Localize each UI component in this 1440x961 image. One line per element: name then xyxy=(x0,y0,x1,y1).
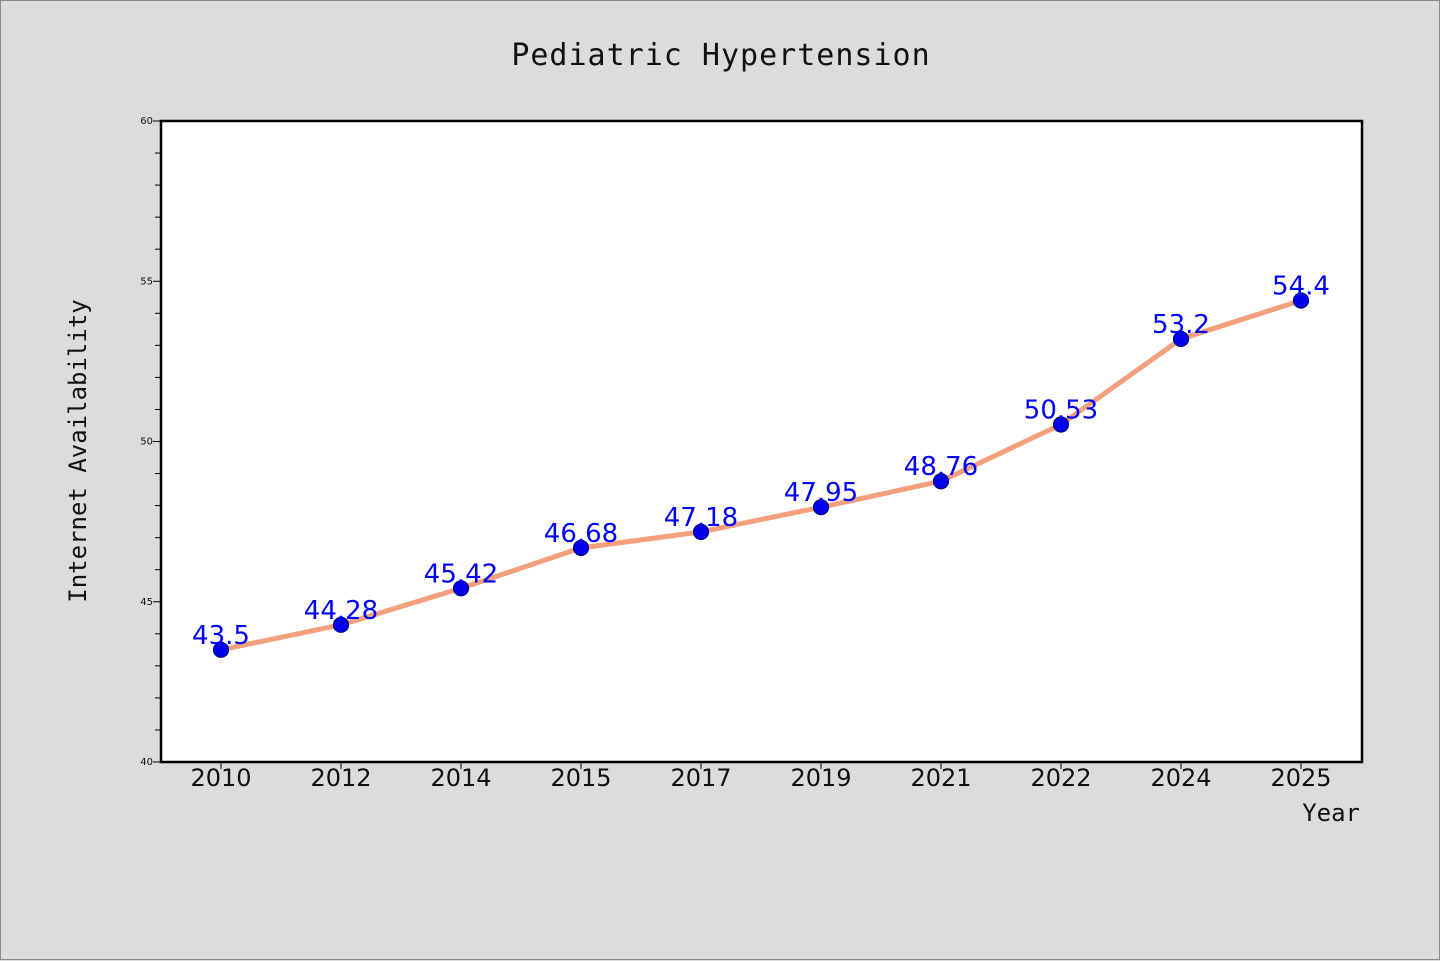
data-label: 47.95 xyxy=(784,478,858,508)
x-tick-label: 2021 xyxy=(910,764,971,792)
plot-area xyxy=(159,119,1364,764)
data-label: 54.4 xyxy=(1272,271,1330,301)
series-markers xyxy=(212,292,1310,658)
data-label: 45.42 xyxy=(424,559,498,589)
data-label: 47.18 xyxy=(664,503,738,533)
data-label: 48.76 xyxy=(904,452,978,482)
data-point xyxy=(332,616,350,633)
x-tick-label: 2012 xyxy=(310,764,371,792)
data-point xyxy=(812,499,830,516)
data-label: 43.5 xyxy=(192,621,250,651)
y-axis: 40 45 50 55 60 xyxy=(140,116,161,768)
data-labels: 43.5 44.28 45.42 46.68 47.18 47.95 48.76 50.53 5… xyxy=(192,271,1330,650)
x-axis: 2010 2012 2014 2015 2017 2019 2021 2022 2024 2025 xyxy=(190,762,1332,792)
y-tick-label: 40 xyxy=(140,757,153,768)
x-tick-label: 2019 xyxy=(790,764,851,792)
x-tick-label: 2014 xyxy=(430,764,491,792)
x-tick-label: 2024 xyxy=(1150,764,1211,792)
x-tick-label: 2010 xyxy=(190,764,251,792)
series-line xyxy=(218,297,1304,653)
data-label: 44.28 xyxy=(304,596,378,626)
data-point xyxy=(1052,416,1070,433)
data-label: 46.68 xyxy=(544,519,618,549)
data-point xyxy=(692,523,710,540)
data-point xyxy=(212,641,230,658)
data-point xyxy=(1292,292,1310,309)
data-point xyxy=(452,580,470,597)
y-tick-label: 50 xyxy=(140,437,153,448)
data-point xyxy=(1172,330,1190,348)
y-tick-label: 60 xyxy=(140,116,153,127)
x-tick-label: 2025 xyxy=(1270,764,1331,792)
x-tick-label: 2017 xyxy=(670,764,731,792)
y-tick-label: 45 xyxy=(140,597,153,608)
chart-title: Pediatric Hypertension xyxy=(511,38,930,73)
y-tick-label: 55 xyxy=(140,276,153,287)
series-line-group xyxy=(218,297,1304,653)
data-label: 50.53 xyxy=(1024,396,1098,426)
data-label: 53.2 xyxy=(1152,310,1210,340)
x-tick-label: 2015 xyxy=(550,764,611,792)
y-axis-label: Internet Availability xyxy=(64,299,92,602)
x-tick-label: 2022 xyxy=(1030,764,1091,792)
data-point xyxy=(572,539,590,557)
data-point xyxy=(932,473,950,490)
x-axis-label: Year xyxy=(1302,799,1360,827)
